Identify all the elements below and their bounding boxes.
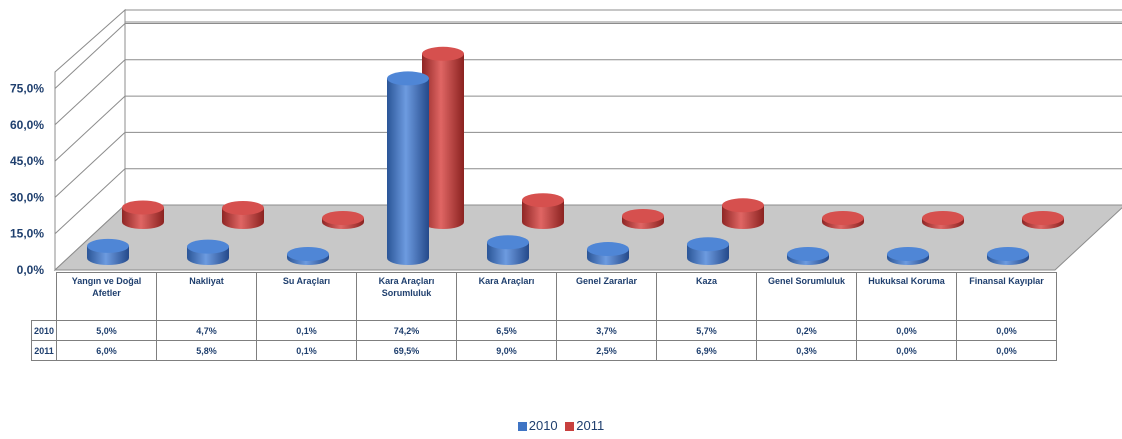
table-value: 5,0%: [56, 320, 157, 341]
table-series-name: 2011: [31, 340, 57, 361]
bar-2010: [287, 247, 329, 265]
gridline-side: [54, 168, 126, 235]
bar-2011: [722, 198, 764, 229]
table-value: 0,1%: [256, 340, 357, 361]
table-value: 0,0%: [956, 340, 1057, 361]
table-value: 0,0%: [956, 320, 1057, 341]
gridline-side: [54, 132, 126, 198]
bar-2011-top: [322, 211, 364, 225]
table-category: Genel Sorumluluk: [756, 272, 857, 321]
table-value: 6,5%: [456, 320, 557, 341]
y-tick-label: 75,0%: [10, 82, 44, 96]
bar-2010-top: [987, 247, 1029, 261]
bar-2010: [387, 71, 429, 265]
bar-2011-body: [522, 200, 564, 229]
legend-label-2011: 2011: [576, 418, 605, 433]
bar-2010-top: [487, 235, 529, 250]
table-category: Hukuksal Koruma: [856, 272, 957, 321]
bar-2010-top: [787, 247, 829, 261]
y-tick-label: 15,0%: [10, 227, 44, 241]
gridline-side: [54, 95, 126, 162]
table-category: Kaza: [656, 272, 757, 321]
legend-swatch-2011: [565, 422, 575, 431]
table-value: 5,7%: [656, 320, 757, 341]
y-tick-label: 60,0%: [10, 118, 44, 132]
bar-2011: [622, 208, 664, 229]
table-value: 5,8%: [156, 340, 257, 361]
legend: 2010 2011: [0, 418, 1122, 433]
table-category: Kara Araçları: [456, 272, 557, 321]
bar-2010: [787, 247, 829, 265]
bar-2010: [887, 247, 929, 265]
bar-2011: [122, 200, 164, 229]
bar-2011: [922, 211, 964, 229]
table-value: 2,5%: [556, 340, 657, 361]
table-category: Kara Araçları Sorumluluk: [356, 272, 457, 321]
bar-2011: [822, 211, 864, 229]
bar-2010-top: [187, 239, 229, 254]
bar-2010-top: [687, 237, 729, 252]
bar-2011: [322, 211, 364, 229]
bar-2011-top: [422, 46, 464, 61]
table-value: 6,9%: [656, 340, 757, 361]
table-value: 0,1%: [256, 320, 357, 341]
table-category: Nakliyat: [156, 272, 257, 321]
bar-2010: [187, 239, 229, 265]
bar-2011-body: [422, 53, 464, 230]
bar-2011-top: [922, 211, 964, 225]
bar-2010-top: [87, 238, 129, 253]
bar-2010: [487, 235, 529, 265]
y-tick-label: 30,0%: [10, 190, 44, 204]
bar-2010: [87, 238, 129, 265]
table-value: 0,2%: [756, 320, 857, 341]
bar-2010-body: [387, 78, 429, 265]
table-category: Finansal Kayıplar: [956, 272, 1057, 321]
legend-item-2010: 2010: [517, 418, 558, 433]
gridline-side: [54, 23, 126, 89]
bar-2010-top: [887, 247, 929, 261]
bar-2011-top: [222, 200, 264, 215]
table-value: 74,2%: [356, 320, 457, 341]
bar-2011: [422, 46, 464, 230]
bar-2011-top: [822, 211, 864, 225]
table-value: 0,0%: [856, 340, 957, 361]
bar-2010-top: [587, 242, 629, 257]
table-category: Su Araçları: [256, 272, 357, 321]
back-wall: [124, 9, 1122, 206]
table-value: 69,5%: [356, 340, 457, 361]
bar-2010: [587, 242, 629, 265]
table-category: Yangın ve Doğal Afetler: [56, 272, 157, 321]
table-value: 6,0%: [56, 340, 157, 361]
table-series-name: 2010: [31, 320, 57, 341]
table-corner: [31, 272, 57, 321]
table-value: 0,0%: [856, 320, 957, 341]
bar-2011-top: [1022, 211, 1064, 225]
bar-2010-top: [387, 71, 429, 86]
legend-swatch-2010: [517, 422, 527, 431]
data-table: Yangın ve Doğal Afetler Nakliyat Su Araçla…: [31, 272, 1057, 361]
table-value: 3,7%: [556, 320, 657, 341]
bar-2011-top: [622, 208, 664, 223]
bar-2010-top: [287, 247, 329, 261]
bar-2010: [987, 247, 1029, 265]
table-value: 4,7%: [156, 320, 257, 341]
table-value: 9,0%: [456, 340, 557, 361]
bar-2011: [1022, 211, 1064, 229]
legend-label-2010: 2010: [528, 418, 558, 433]
bar-2011: [222, 200, 264, 229]
gridline-side: [54, 59, 126, 126]
table-category: Genel Zararlar: [556, 272, 657, 321]
bar-2011-top: [122, 200, 164, 215]
bar-2011-top: [722, 198, 764, 213]
bar-2011: [522, 193, 564, 229]
legend-item-2011: 2011: [565, 418, 604, 433]
table-value: 0,3%: [756, 340, 857, 361]
y-tick-label: 45,0%: [10, 154, 44, 168]
bar-2010: [687, 237, 729, 265]
bar-2011-top: [522, 193, 564, 208]
